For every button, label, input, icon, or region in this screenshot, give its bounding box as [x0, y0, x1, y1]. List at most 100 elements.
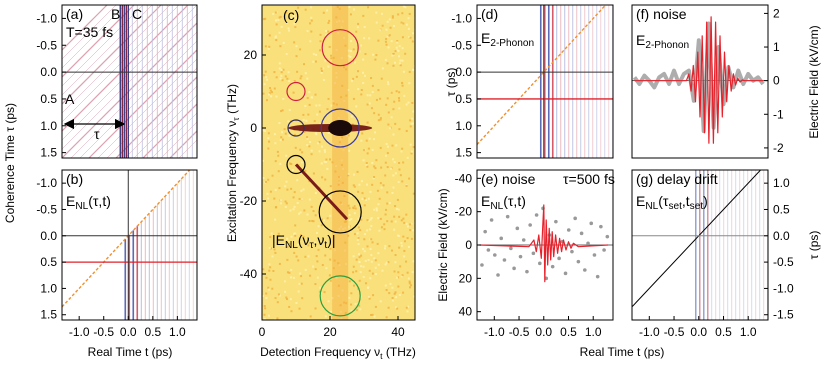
- speckle: [295, 55, 298, 58]
- speckle: [327, 65, 330, 68]
- speckle: [312, 53, 315, 56]
- speckle: [396, 234, 399, 237]
- speckle: [270, 91, 273, 94]
- x-tick-label: 0.5: [715, 325, 732, 339]
- speckle: [292, 208, 295, 211]
- annotation: C: [132, 6, 142, 22]
- speckle: [366, 152, 369, 155]
- speckle: [368, 102, 371, 105]
- decor-line: [169, 130, 197, 158]
- speckle: [363, 37, 366, 40]
- speckle: [264, 17, 267, 20]
- speckle: [268, 45, 271, 48]
- speckle: [363, 233, 366, 236]
- speckle: [379, 182, 382, 185]
- speckle: [283, 244, 286, 247]
- speckle: [314, 307, 317, 310]
- speckle: [366, 121, 369, 124]
- text-part: set: [690, 201, 704, 212]
- speckle: [306, 144, 309, 147]
- speckle: [308, 198, 311, 201]
- text-part: (τ: [658, 193, 669, 209]
- speckle: [347, 49, 350, 52]
- speckle: [364, 52, 367, 55]
- text-part: (c): [283, 7, 299, 23]
- speckle: [384, 213, 387, 216]
- speckle: [282, 41, 285, 44]
- speckle: [384, 284, 387, 287]
- decor-line: [142, 103, 197, 158]
- speckle: [348, 207, 351, 210]
- speckle: [275, 19, 277, 22]
- speckle: [397, 13, 400, 16]
- speckle: [318, 290, 321, 293]
- speckle: [294, 232, 297, 235]
- speckle: [299, 234, 302, 237]
- speckle: [323, 219, 326, 222]
- speckle: [392, 174, 395, 177]
- data-point: [589, 221, 594, 226]
- speckle: [327, 97, 330, 100]
- decor-line: [62, 5, 108, 51]
- speckle: [270, 247, 273, 250]
- speckle: [405, 103, 408, 106]
- text-part: E: [481, 30, 490, 46]
- speckle: [294, 146, 297, 149]
- y-tick-label: 1.5: [455, 146, 472, 160]
- speckle: [276, 301, 279, 304]
- speckle: [329, 158, 332, 161]
- decor-line: [62, 5, 135, 78]
- speckle: [405, 260, 408, 263]
- data-point: [531, 251, 536, 256]
- speckle: [273, 197, 276, 200]
- speckle: [401, 81, 404, 84]
- speckle: [352, 271, 355, 274]
- speckle: [391, 15, 394, 18]
- speckle: [403, 221, 406, 224]
- text-part: E: [481, 193, 490, 209]
- speckle: [315, 255, 318, 258]
- speckle: [408, 12, 411, 15]
- speckle: [328, 45, 331, 48]
- speckle: [274, 188, 277, 191]
- speckle: [279, 139, 282, 142]
- speckle: [386, 191, 389, 194]
- speckle: [301, 297, 304, 300]
- speckle: [394, 205, 397, 208]
- speckle: [320, 67, 323, 70]
- speckle: [367, 296, 370, 299]
- speckle: [378, 229, 381, 232]
- annotation: B: [111, 6, 120, 22]
- speckle: [412, 260, 415, 263]
- speckle: [398, 99, 401, 102]
- speckle: [284, 290, 287, 293]
- speckle: [329, 310, 332, 313]
- y-tick-label: 0: [773, 74, 780, 88]
- x-tick-label: -0.5: [509, 325, 530, 339]
- speckle: [302, 113, 305, 116]
- speckle: [380, 12, 383, 15]
- speckle: [366, 103, 369, 106]
- speckle: [395, 207, 398, 210]
- text-part: Real Time t (ps): [580, 345, 665, 359]
- speckle: [355, 270, 358, 273]
- speckle: [299, 211, 302, 214]
- x-tick-label: 20: [323, 325, 337, 339]
- decor-line: [124, 85, 197, 158]
- speckle: [387, 111, 390, 114]
- speckle: [323, 291, 326, 294]
- speckle: [369, 277, 372, 280]
- speckle: [385, 103, 388, 106]
- speckle: [385, 43, 388, 46]
- speckle: [362, 71, 365, 74]
- speckle: [304, 104, 307, 107]
- data-point: [521, 238, 526, 242]
- y-tick-label: 1.0: [40, 281, 57, 295]
- speckle: [267, 286, 270, 289]
- annotation: τ: [94, 126, 100, 142]
- panel-frame: [631, 4, 769, 159]
- axis-label: Real Time t (ps): [580, 345, 665, 359]
- speckle: [278, 31, 281, 34]
- speckle: [325, 158, 328, 161]
- speckle: [407, 27, 410, 30]
